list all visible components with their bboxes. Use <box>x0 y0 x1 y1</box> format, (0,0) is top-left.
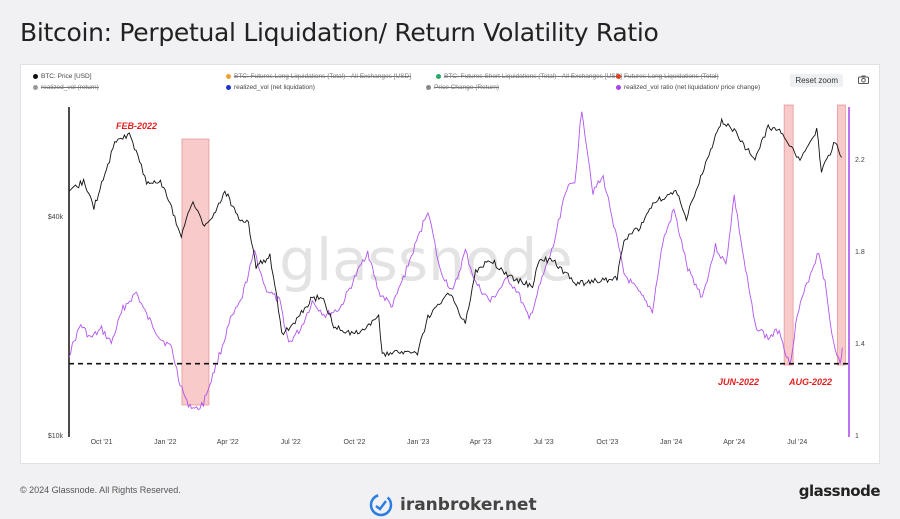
legend-label: Futures Long Liquidations (Total) <box>624 73 719 80</box>
y-right-tick-label: 2.2 <box>855 157 865 164</box>
y-right-tick-label: 1.4 <box>855 341 865 348</box>
highlight-box <box>181 138 210 406</box>
camera-icon[interactable] <box>858 75 869 84</box>
reset-zoom-button[interactable]: Reset zoom <box>790 74 843 87</box>
site-name: iranbroker.net <box>400 495 537 515</box>
highlight-box <box>783 104 794 366</box>
legend-label: realized_vol (return) <box>41 84 99 91</box>
legend-label: BTC: Futures Short Liquidations (Total) … <box>444 73 623 80</box>
ratio-series-line <box>68 111 843 411</box>
x-tick-label: Apr '23 <box>470 439 492 446</box>
highlight-label: JUN-2022 <box>718 377 759 387</box>
x-tick-label: Oct '22 <box>344 439 366 446</box>
legend-label: Price Change (Return) <box>434 84 500 91</box>
brand-logo: glassnode <box>798 482 881 500</box>
x-tick-label: Apr '24 <box>723 439 745 446</box>
y-right-tick-label: 1.8 <box>855 249 865 256</box>
legend-dot-icon <box>226 85 231 90</box>
legend-label: BTC: Futures Long Liquidations (Total) -… <box>234 73 412 80</box>
x-tick-label: Jan '23 <box>407 439 429 446</box>
legend-item[interactable]: BTC: Futures Short Liquidations (Total) … <box>436 73 622 80</box>
y-left-tick-label: $10k <box>48 433 64 440</box>
legend-dot-icon <box>33 74 38 79</box>
legend-item[interactable]: Price Change (Return) <box>426 84 499 91</box>
copyright-text: © 2024 Glassnode. All Rights Reserved. <box>20 485 181 495</box>
legend-item[interactable]: BTC: Futures Long Liquidations (Total) -… <box>226 73 411 80</box>
legend-item[interactable]: realized_vol (return) <box>33 84 99 91</box>
site-watermark: iranbroker.net <box>368 492 537 518</box>
legend-dot-icon <box>616 85 621 90</box>
chart-watermark: glassnode <box>279 226 573 294</box>
x-tick-label: Jan '24 <box>660 439 682 446</box>
legend-dot-icon <box>226 74 231 79</box>
legend-label: realized_vol ratio (net liquidation/ pri… <box>624 84 761 91</box>
y-right-tick-label: 1 <box>855 433 859 440</box>
legend-item[interactable]: BTC: Price [USD] <box>33 73 92 80</box>
legend-item[interactable]: Futures Long Liquidations (Total) <box>616 73 719 80</box>
legend-label: BTC: Price [USD] <box>41 73 92 80</box>
legend-dot-icon <box>426 85 431 90</box>
page-title: Bitcoin: Perpetual Liquidation/ Return V… <box>20 18 659 47</box>
legend-label: realized_vol (net liquidation) <box>234 84 315 91</box>
chart-plot: glassnode FEB-2022 JUN-2022 AUG-2022 $10k $40… <box>48 104 865 446</box>
legend-dot-icon <box>616 74 621 79</box>
legend-dot-icon <box>33 85 38 90</box>
y-left-tick-label: $40k <box>48 214 64 221</box>
x-tick-label: Jan '22 <box>154 439 176 446</box>
chart-card: BTC: Price [USD] BTC: Futures Long Liquid… <box>20 64 880 464</box>
x-tick-label: Oct '23 <box>596 439 618 446</box>
x-tick-label: Apr '22 <box>217 439 239 446</box>
legend-item[interactable]: realized_vol ratio (net liquidation/ pri… <box>616 84 760 91</box>
highlight-label: AUG-2022 <box>788 377 832 387</box>
highlight-label: FEB-2022 <box>116 121 157 131</box>
legend-dot-icon <box>436 74 441 79</box>
highlight-box <box>837 104 846 366</box>
site-logo-icon <box>369 493 393 517</box>
price-series-line <box>68 117 842 358</box>
x-tick-label: Oct '21 <box>91 439 113 446</box>
legend-item[interactable]: realized_vol (net liquidation) <box>226 84 315 91</box>
x-tick-label: Jul '22 <box>281 439 301 446</box>
x-tick-label: Jul '24 <box>787 439 807 446</box>
x-tick-label: Jul '23 <box>534 439 554 446</box>
